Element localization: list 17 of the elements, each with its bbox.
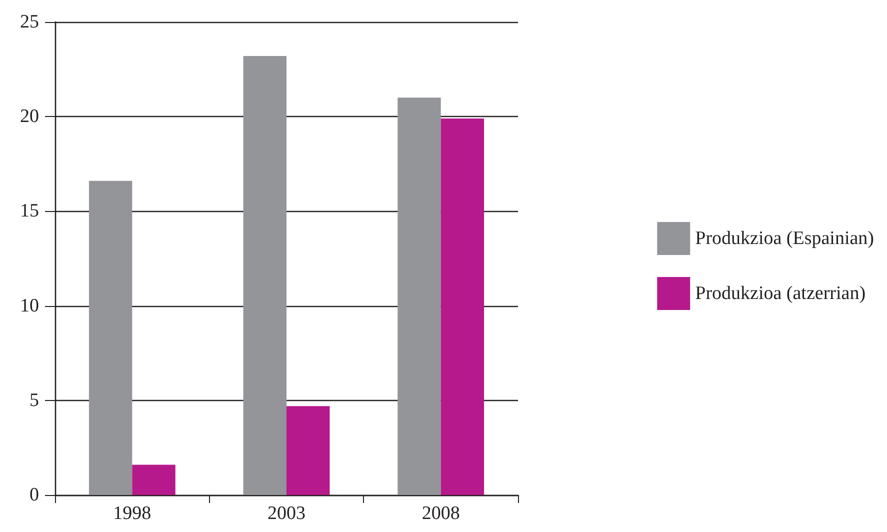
y-tick-label: 5 <box>30 390 39 411</box>
y-tick-label: 20 <box>20 106 39 128</box>
legend-label: Produkzioa (Espainian) <box>695 228 874 249</box>
bar <box>132 464 176 495</box>
bar <box>286 406 330 495</box>
y-tick-label: 15 <box>20 200 39 222</box>
y-tick-label: 0 <box>30 484 39 506</box>
x-tick-label: 2003 <box>268 503 306 524</box>
x-tick-label: 2008 <box>422 503 460 524</box>
bar <box>88 180 132 495</box>
y-tick-label: 10 <box>20 295 39 316</box>
bar <box>243 56 286 495</box>
x-tick-label: 1998 <box>113 503 152 524</box>
y-tick-label: 25 <box>20 12 39 32</box>
bar <box>398 98 441 495</box>
bar <box>440 118 484 495</box>
legend-label: Produkzioa (atzerrian) <box>695 283 866 304</box>
